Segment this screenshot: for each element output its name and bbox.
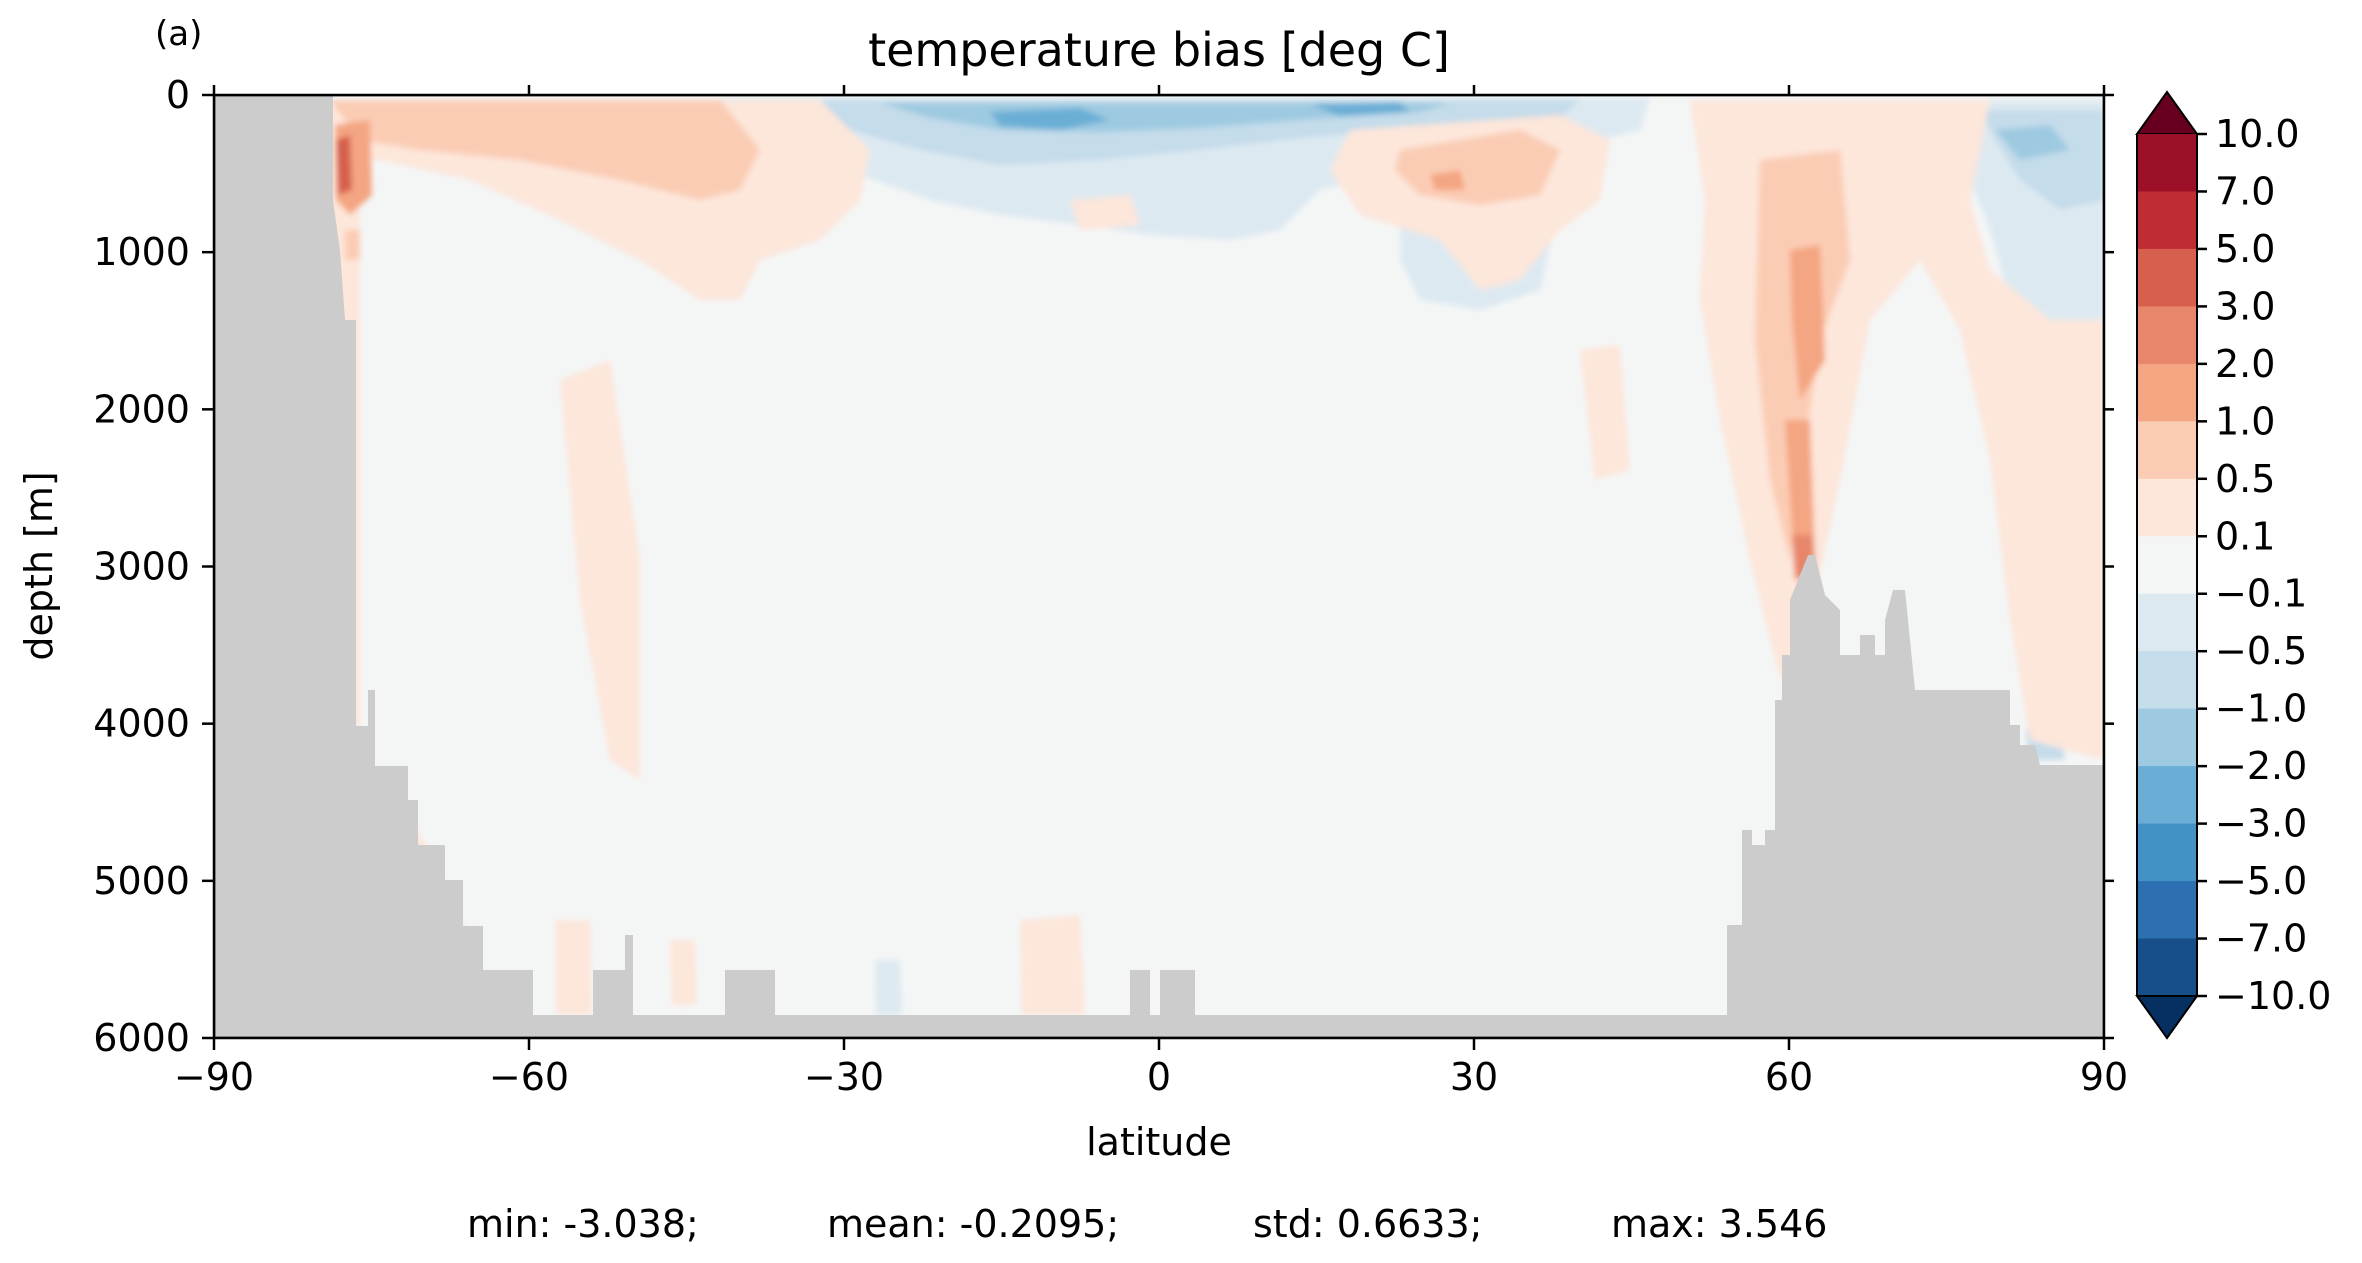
- colorbar-band: [2137, 708, 2197, 767]
- x-tick-label: 60: [1765, 1055, 1813, 1099]
- colorbar-tick-label: −5.0: [2215, 859, 2307, 903]
- x-axis-label: latitude: [1086, 1120, 1232, 1164]
- field-patch-warm-southern-surface-2: [330, 100, 760, 200]
- colorbar-tick-label: 10.0: [2215, 112, 2300, 156]
- x-tick-label: −60: [489, 1055, 569, 1099]
- colorbar-band: [2137, 823, 2197, 882]
- colorbar-band: [2137, 134, 2197, 192]
- colorbar-band: [2137, 191, 2197, 250]
- field-patch-warm-weddell-core: [336, 135, 352, 195]
- colorbar-tick-label: 3.0: [2215, 284, 2275, 328]
- colorbar-band: [2137, 881, 2197, 940]
- stat-std: std: 0.6633;: [1253, 1202, 1482, 1246]
- panel-label: (a): [155, 14, 202, 54]
- land-mask: [214, 95, 2104, 1038]
- colorbar-tick-label: 7.0: [2215, 169, 2275, 213]
- colorbar-tick-label: −10.0: [2215, 974, 2331, 1018]
- colorbar-band: [2137, 306, 2197, 365]
- colorbar-extend-over: [2135, 90, 2199, 135]
- field-patch-cold-bottom: [875, 960, 902, 1015]
- colorbar-tick-label: −7.0: [2215, 917, 2307, 961]
- stats-line: min: -3.038; mean: -0.2095; std: 0.6633;…: [467, 1202, 1827, 1246]
- field-patch-warm-weddell-edge: [345, 230, 360, 260]
- colorbar-band: [2137, 478, 2197, 537]
- colorbar-tick-label: 0.5: [2215, 457, 2275, 501]
- y-tick-label: 3000: [93, 545, 190, 589]
- y-axis-label: depth [m]: [17, 471, 61, 660]
- colorbar-band: [2137, 651, 2197, 710]
- colorbar-tick-label: 1.0: [2215, 399, 2275, 443]
- x-axis: −90 −60 −30 0 30 60 90: [174, 85, 2128, 1099]
- field-patch-warm-northern-mid: [1580, 345, 1630, 480]
- field-patch-cold-core: [990, 108, 1110, 130]
- y-tick-label: 6000: [93, 1016, 190, 1060]
- y-tick-label: 5000: [93, 859, 190, 903]
- stat-min: min: -3.038;: [467, 1202, 699, 1246]
- stat-mean: mean: -0.2095;: [827, 1202, 1119, 1246]
- y-tick-label: 2000: [93, 387, 190, 431]
- bias-field: [330, 98, 2104, 1015]
- y-tick-label: 0: [166, 73, 190, 117]
- x-tick-label: 90: [2080, 1055, 2128, 1099]
- colorbar-tick-label: 2.0: [2215, 342, 2275, 386]
- y-tick-label: 1000: [93, 230, 190, 274]
- colorbar-band: [2137, 536, 2197, 595]
- field-patch-warm-northern-core: [1430, 170, 1465, 190]
- y-axis: 0 1000 2000 3000 4000 5000 6000: [93, 73, 2114, 1060]
- field-patch-cold-core-2: [1310, 102, 1410, 116]
- colorbar-band: [2137, 248, 2197, 307]
- colorbar-band: [2137, 593, 2197, 652]
- field-patch-warm-southern-deep: [560, 360, 640, 780]
- colorbar-tick-label: −1.0: [2215, 687, 2307, 731]
- field-patch-warm-bottom-2: [670, 940, 697, 1005]
- colorbar-tick-label: 0.1: [2215, 514, 2275, 558]
- colorbar-tick-label: −0.5: [2215, 629, 2307, 673]
- x-tick-label: 30: [1450, 1055, 1498, 1099]
- colorbar-tick-label: −3.0: [2215, 802, 2307, 846]
- colorbar-tick-label: −0.1: [2215, 572, 2307, 616]
- colorbar-band: [2137, 421, 2197, 480]
- x-tick-label: 0: [1147, 1055, 1171, 1099]
- field-patch-warm-subpolar-3: [1790, 245, 1825, 400]
- field-patch-cold-arctic-3: [1995, 125, 2070, 160]
- field-patch-warm-bottom-1: [555, 920, 592, 1015]
- y-tick-label: 4000: [93, 702, 190, 746]
- colorbar-band: [2137, 938, 2197, 997]
- colorbar-tick-label: −2.0: [2215, 744, 2307, 788]
- colorbar-tick-label: 5.0: [2215, 227, 2275, 271]
- colorbar-extend-under: [2135, 995, 2199, 1040]
- colorbar-outline: [2136, 134, 2198, 996]
- field-patch-warm-bottom-3: [1020, 915, 1085, 1015]
- stat-max: max: 3.546: [1611, 1202, 1827, 1246]
- plot-area: [214, 95, 2104, 1038]
- chart-title: temperature bias [deg C]: [868, 23, 1450, 77]
- colorbar-band: [2137, 766, 2197, 825]
- colorbar: 10.0 7.0 5.0 3.0 2.0 1.0 0.5 0.1 −0.1 −0.5 −1.0 −2.…: [2135, 90, 2331, 1040]
- x-tick-label: −30: [804, 1055, 884, 1099]
- field-patch-warm-midwater: [1070, 195, 1140, 230]
- x-tick-label: −90: [174, 1055, 254, 1099]
- colorbar-band: [2137, 363, 2197, 422]
